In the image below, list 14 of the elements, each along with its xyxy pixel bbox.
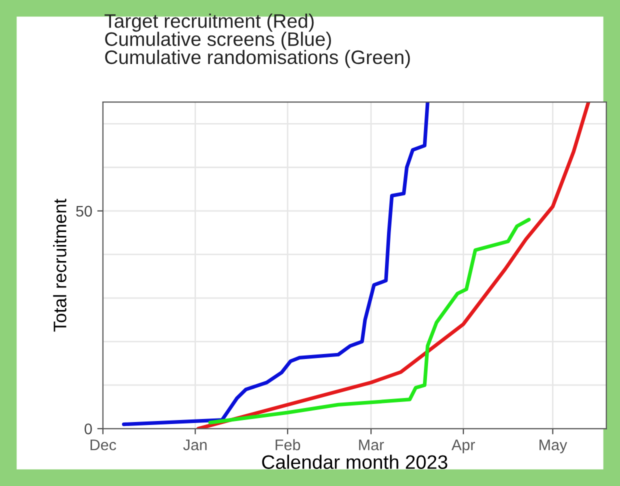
x-tick-label: Jan: [183, 440, 207, 450]
line-series: [122, 102, 430, 426]
x-tick-label: Mar: [359, 440, 384, 450]
x-axis-title: Calendar month 2023: [262, 454, 448, 469]
y-tick-label: 0: [84, 424, 92, 434]
y-axis-title: Total recruitment: [53, 198, 66, 332]
line-series: [208, 218, 531, 424]
line-series: [196, 102, 590, 429]
x-tick-label: Feb: [276, 439, 300, 450]
chart-title: Target recruitment (Red) Cumulative screens (Blue) Cumulative randomisations (Green): [104, 14, 410, 68]
x-tick-label: May: [540, 440, 568, 454]
x-tick-label: Apr: [452, 440, 476, 454]
x-tick-label: Dec: [90, 440, 116, 450]
y-tick-label: 50: [76, 206, 92, 217]
